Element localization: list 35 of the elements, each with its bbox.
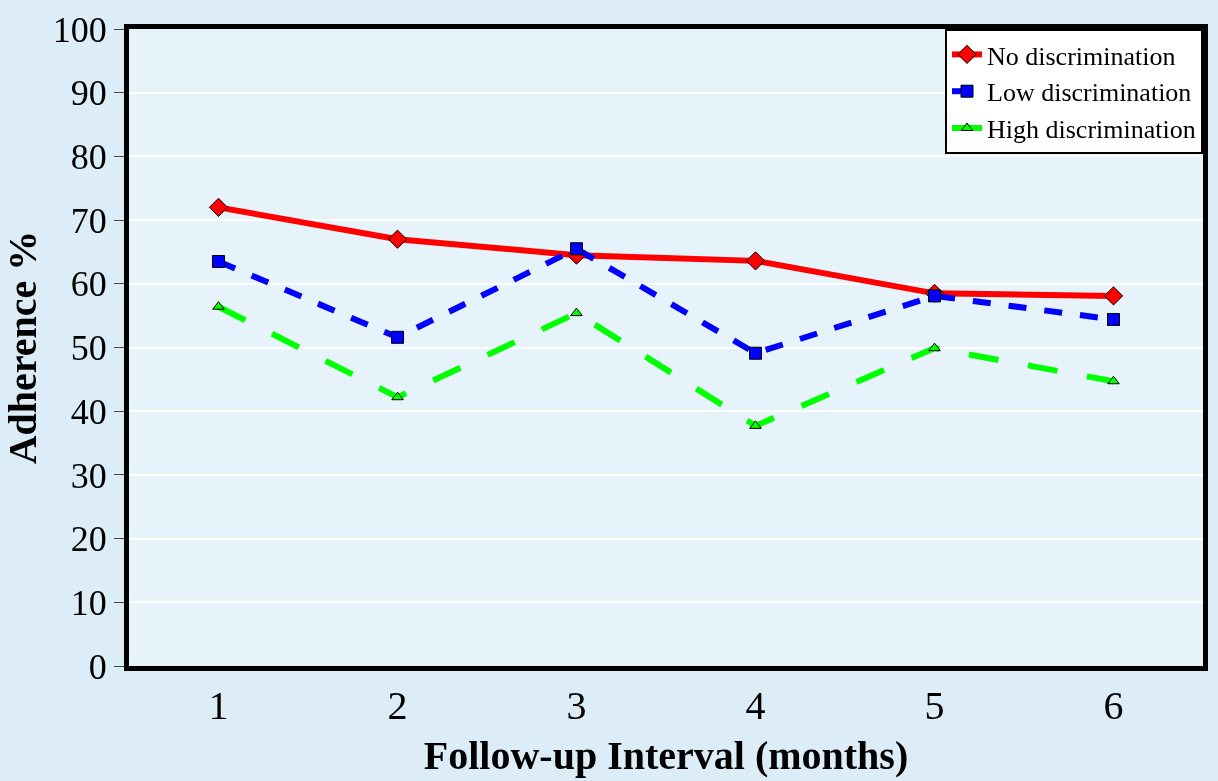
point bbox=[208, 197, 229, 217]
y-tick-label: 80 bbox=[70, 137, 107, 177]
legend-label: Low discrimination bbox=[987, 78, 1192, 108]
legend-label: High discrimination bbox=[987, 115, 1196, 145]
point bbox=[749, 346, 762, 360]
point bbox=[391, 391, 404, 401]
y-tick-label: 60 bbox=[70, 264, 107, 305]
point bbox=[391, 330, 404, 344]
y-tick-label: 20 bbox=[70, 519, 107, 560]
point bbox=[212, 255, 225, 269]
point bbox=[745, 251, 766, 271]
x-tick-label: 6 bbox=[1103, 683, 1124, 728]
x-tick-label: 2 bbox=[387, 683, 408, 728]
y-tick-label: 10 bbox=[70, 582, 107, 623]
point bbox=[1103, 286, 1124, 306]
x-axis-title: Follow-up Interval (months) bbox=[423, 732, 909, 778]
y-tick-label: 70 bbox=[70, 200, 107, 241]
point bbox=[1107, 375, 1120, 385]
y-tick-label: 0 bbox=[88, 646, 107, 687]
point bbox=[570, 307, 583, 317]
y-tick-label: 30 bbox=[70, 455, 107, 496]
y-tick-label: 100 bbox=[52, 9, 107, 50]
y-tick-label: 90 bbox=[70, 73, 107, 114]
point bbox=[928, 342, 941, 352]
point bbox=[387, 229, 408, 249]
legend-label: No discrimination bbox=[987, 41, 1176, 71]
x-tick-label: 4 bbox=[745, 683, 766, 728]
y-tick-label: 50 bbox=[70, 328, 107, 369]
y-tick-label: 40 bbox=[70, 391, 107, 432]
x-tick-label: 1 bbox=[208, 683, 229, 728]
x-tick-label: 3 bbox=[566, 683, 587, 728]
x-tick-label: 5 bbox=[924, 683, 945, 728]
y-axis-title: Adherence % bbox=[0, 230, 45, 465]
point bbox=[1107, 312, 1120, 326]
point bbox=[570, 242, 583, 256]
